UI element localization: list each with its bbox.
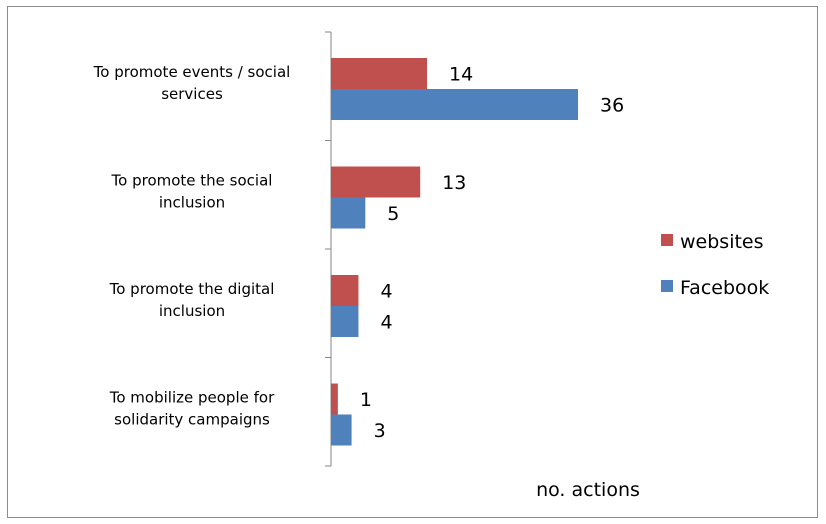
category-label-line: inclusion: [159, 302, 225, 320]
category-label-line: services: [161, 85, 223, 103]
bar-facebook: [331, 197, 366, 229]
bar-facebook: [331, 306, 359, 337]
bars: [331, 58, 578, 446]
legend-label-websites: websites: [680, 231, 764, 253]
category-label-line: To promote the digital: [109, 280, 275, 298]
category-label-line: To promote the social: [111, 172, 273, 190]
category-label-line: solidarity campaigns: [114, 411, 270, 429]
bar-websites: [331, 275, 359, 306]
category-label: To promote the social inclusion: [111, 172, 273, 212]
bar-facebook: [331, 414, 352, 446]
data-label: 14: [449, 64, 473, 86]
legend-label-facebook: Facebook: [680, 277, 769, 299]
x-axis-label: no. actions: [536, 479, 640, 501]
data-label: 4: [380, 312, 392, 334]
bar-facebook: [331, 89, 578, 120]
category-label-line: inclusion: [159, 194, 225, 212]
category-label-line: To mobilize people for: [109, 389, 275, 407]
data-label: 13: [442, 172, 466, 194]
legend: websites Facebook: [661, 231, 769, 299]
category-label-line: To promote events / social: [93, 63, 291, 81]
axis-layer: [325, 31, 332, 467]
bar-websites: [331, 166, 421, 198]
category-label: To promote events / social services: [93, 63, 291, 103]
data-label: 36: [600, 95, 624, 117]
data-label: 4: [380, 281, 392, 303]
legend-swatch-websites: [661, 234, 673, 246]
category-label: To mobilize people for solidarity campaig…: [109, 389, 275, 429]
category-label: To promote the digital inclusion: [109, 280, 275, 320]
data-label: 1: [360, 389, 372, 411]
data-labels: 14 36 13 5 4 4 13: [360, 64, 624, 443]
bar-websites: [331, 383, 338, 415]
legend-swatch-facebook: [661, 280, 673, 292]
data-label: 3: [374, 420, 386, 442]
data-label: 5: [387, 203, 399, 225]
bar-websites: [331, 58, 428, 89]
